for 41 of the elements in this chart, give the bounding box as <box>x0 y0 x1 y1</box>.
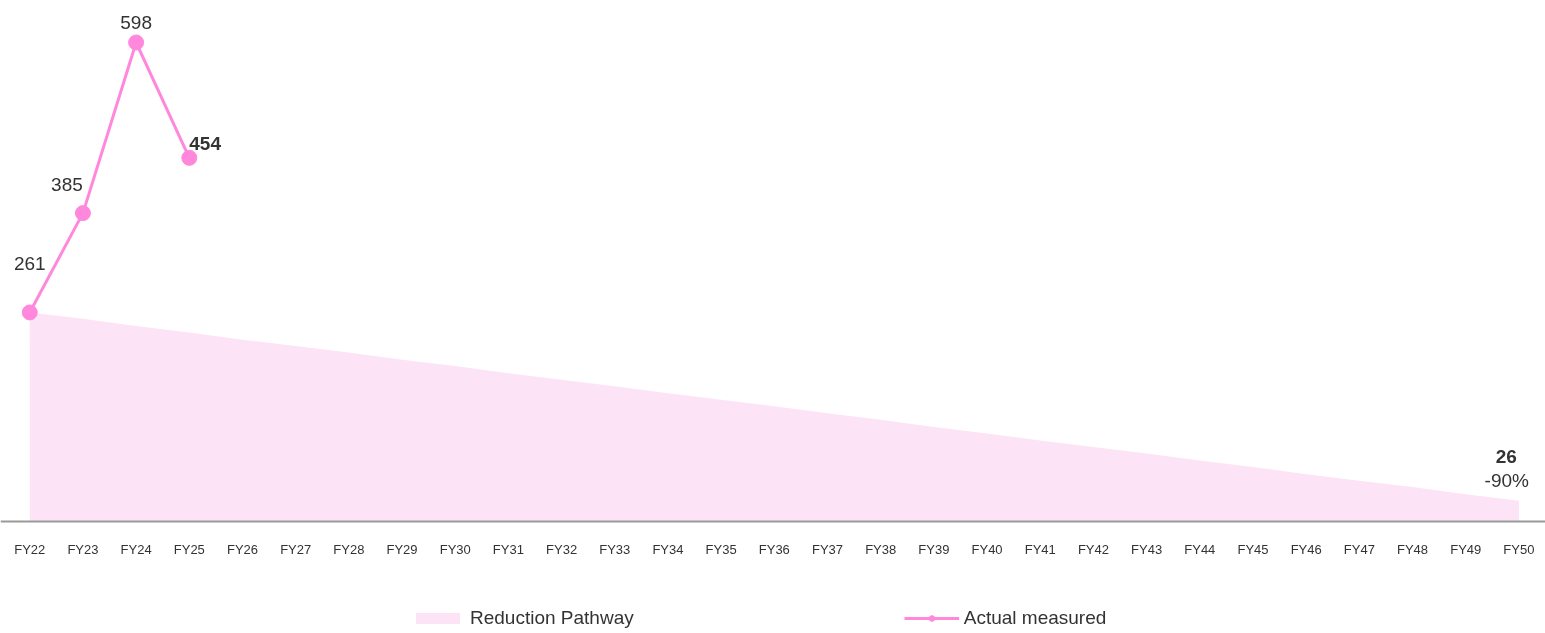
legend-label: Reduction Pathway <box>470 607 634 629</box>
x-tick-label: FY43 <box>1131 541 1163 557</box>
x-tick-label: FY26 <box>226 541 259 557</box>
data-label: 26 <box>1495 445 1517 467</box>
x-tick-label: FY38 <box>865 541 897 557</box>
x-tick-label: FY24 <box>120 541 152 557</box>
x-tick-label: FY33 <box>599 541 631 557</box>
x-tick-label: FY36 <box>758 541 790 557</box>
x-tick-label: FY47 <box>1343 541 1375 557</box>
x-tick-label: FY31 <box>492 541 524 557</box>
x-tick-label: FY40 <box>971 541 1003 557</box>
point <box>128 34 145 51</box>
x-tick-label: FY25 <box>173 541 205 557</box>
point <box>181 149 198 166</box>
point <box>21 304 38 321</box>
x-tick-label: FY28 <box>333 541 365 557</box>
x-tick-label: FY22 <box>14 541 46 557</box>
x-tick-label: FY50 <box>1503 541 1535 557</box>
x-tick-label: FY34 <box>652 541 684 557</box>
point <box>74 205 91 222</box>
x-tick-label: FY49 <box>1450 541 1482 557</box>
data-label: 598 <box>120 11 152 33</box>
x-tick-label: FY37 <box>811 541 844 557</box>
x-tick-label: FY23 <box>67 541 99 557</box>
x-tick-label: FY41 <box>1024 541 1056 557</box>
x-tick-label: FY44 <box>1184 541 1216 557</box>
x-tick-label: FY29 <box>386 541 418 557</box>
x-tick-label: FY48 <box>1397 541 1429 557</box>
x-tick-label: FY39 <box>918 541 950 557</box>
x-tick-label: FY32 <box>546 541 578 557</box>
data-label: 454 <box>189 132 222 154</box>
legend-label: Actual measured <box>963 607 1107 629</box>
x-tick-label: FY27 <box>280 541 312 557</box>
data-label: 385 <box>51 174 83 196</box>
x-tick-label: FY30 <box>439 541 471 557</box>
x-tick-label: FY46 <box>1290 541 1322 557</box>
data-label: 261 <box>13 253 46 275</box>
annotation: -90% <box>1484 469 1530 491</box>
x-tick-label: FY42 <box>1077 541 1109 557</box>
x-tick-label: FY35 <box>705 541 737 557</box>
x-tick-label: FY45 <box>1237 541 1269 557</box>
